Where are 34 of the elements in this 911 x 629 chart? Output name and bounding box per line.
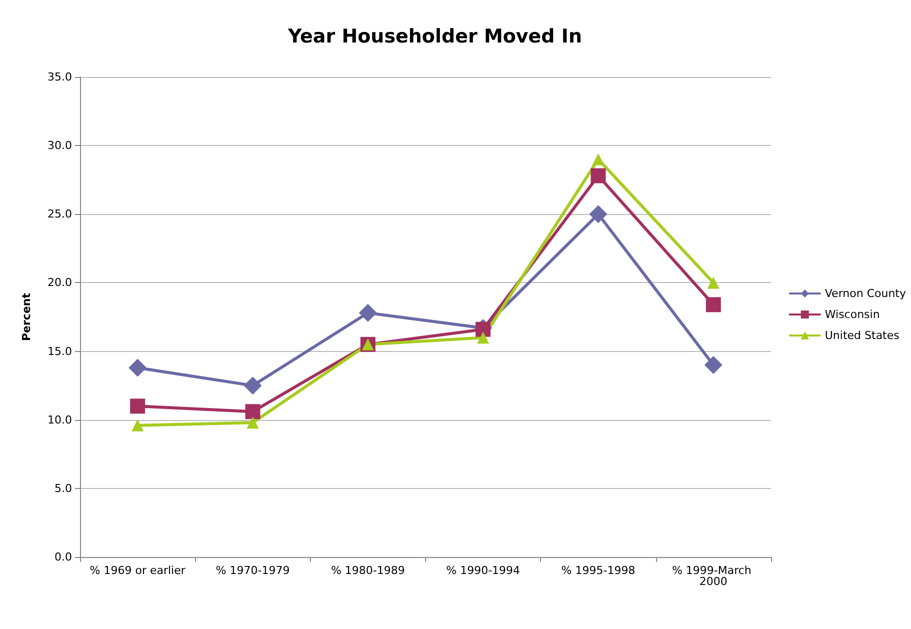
point	[245, 404, 260, 420]
point	[706, 297, 721, 312]
y-tick-label: 30.0	[48, 139, 72, 152]
legend-label: Vernon County	[824, 287, 906, 300]
point	[707, 276, 720, 289]
legend-label: Wisconsin	[824, 308, 880, 321]
point	[246, 416, 259, 429]
x-tick-label: % 1969 or earlier	[90, 564, 186, 577]
point	[476, 322, 491, 337]
point	[244, 376, 262, 395]
point	[358, 304, 377, 322]
point	[477, 332, 490, 344]
point	[592, 153, 604, 166]
point	[130, 398, 146, 414]
chart-title: Year Householder Moved In	[287, 26, 582, 48]
point	[590, 168, 606, 184]
y-tick-label: 0.0	[54, 550, 72, 564]
point	[704, 356, 722, 374]
y-tick-label: 15.0	[48, 344, 72, 358]
y-tick-label: 20.0	[48, 276, 72, 290]
legend-label: United States	[824, 329, 900, 342]
point	[589, 205, 608, 224]
point	[128, 358, 147, 377]
x-tick-label: % 1980-1989	[330, 564, 405, 577]
y-axis-title: Percent	[20, 292, 33, 342]
x-tick-label: % 1990-1994	[446, 564, 520, 577]
y-tick-label: 25.0	[48, 208, 72, 221]
x-tick-label: % 1995-1998	[561, 564, 636, 577]
point	[132, 419, 144, 432]
x-tick-label: % 1999-March 2000	[672, 564, 755, 588]
y-tick-label: 10.0	[48, 413, 72, 426]
y-tick-label: 35.0	[48, 70, 72, 84]
y-tick-label: 5.0	[54, 482, 72, 495]
x-tick-label: % 1970-1979	[216, 564, 290, 577]
